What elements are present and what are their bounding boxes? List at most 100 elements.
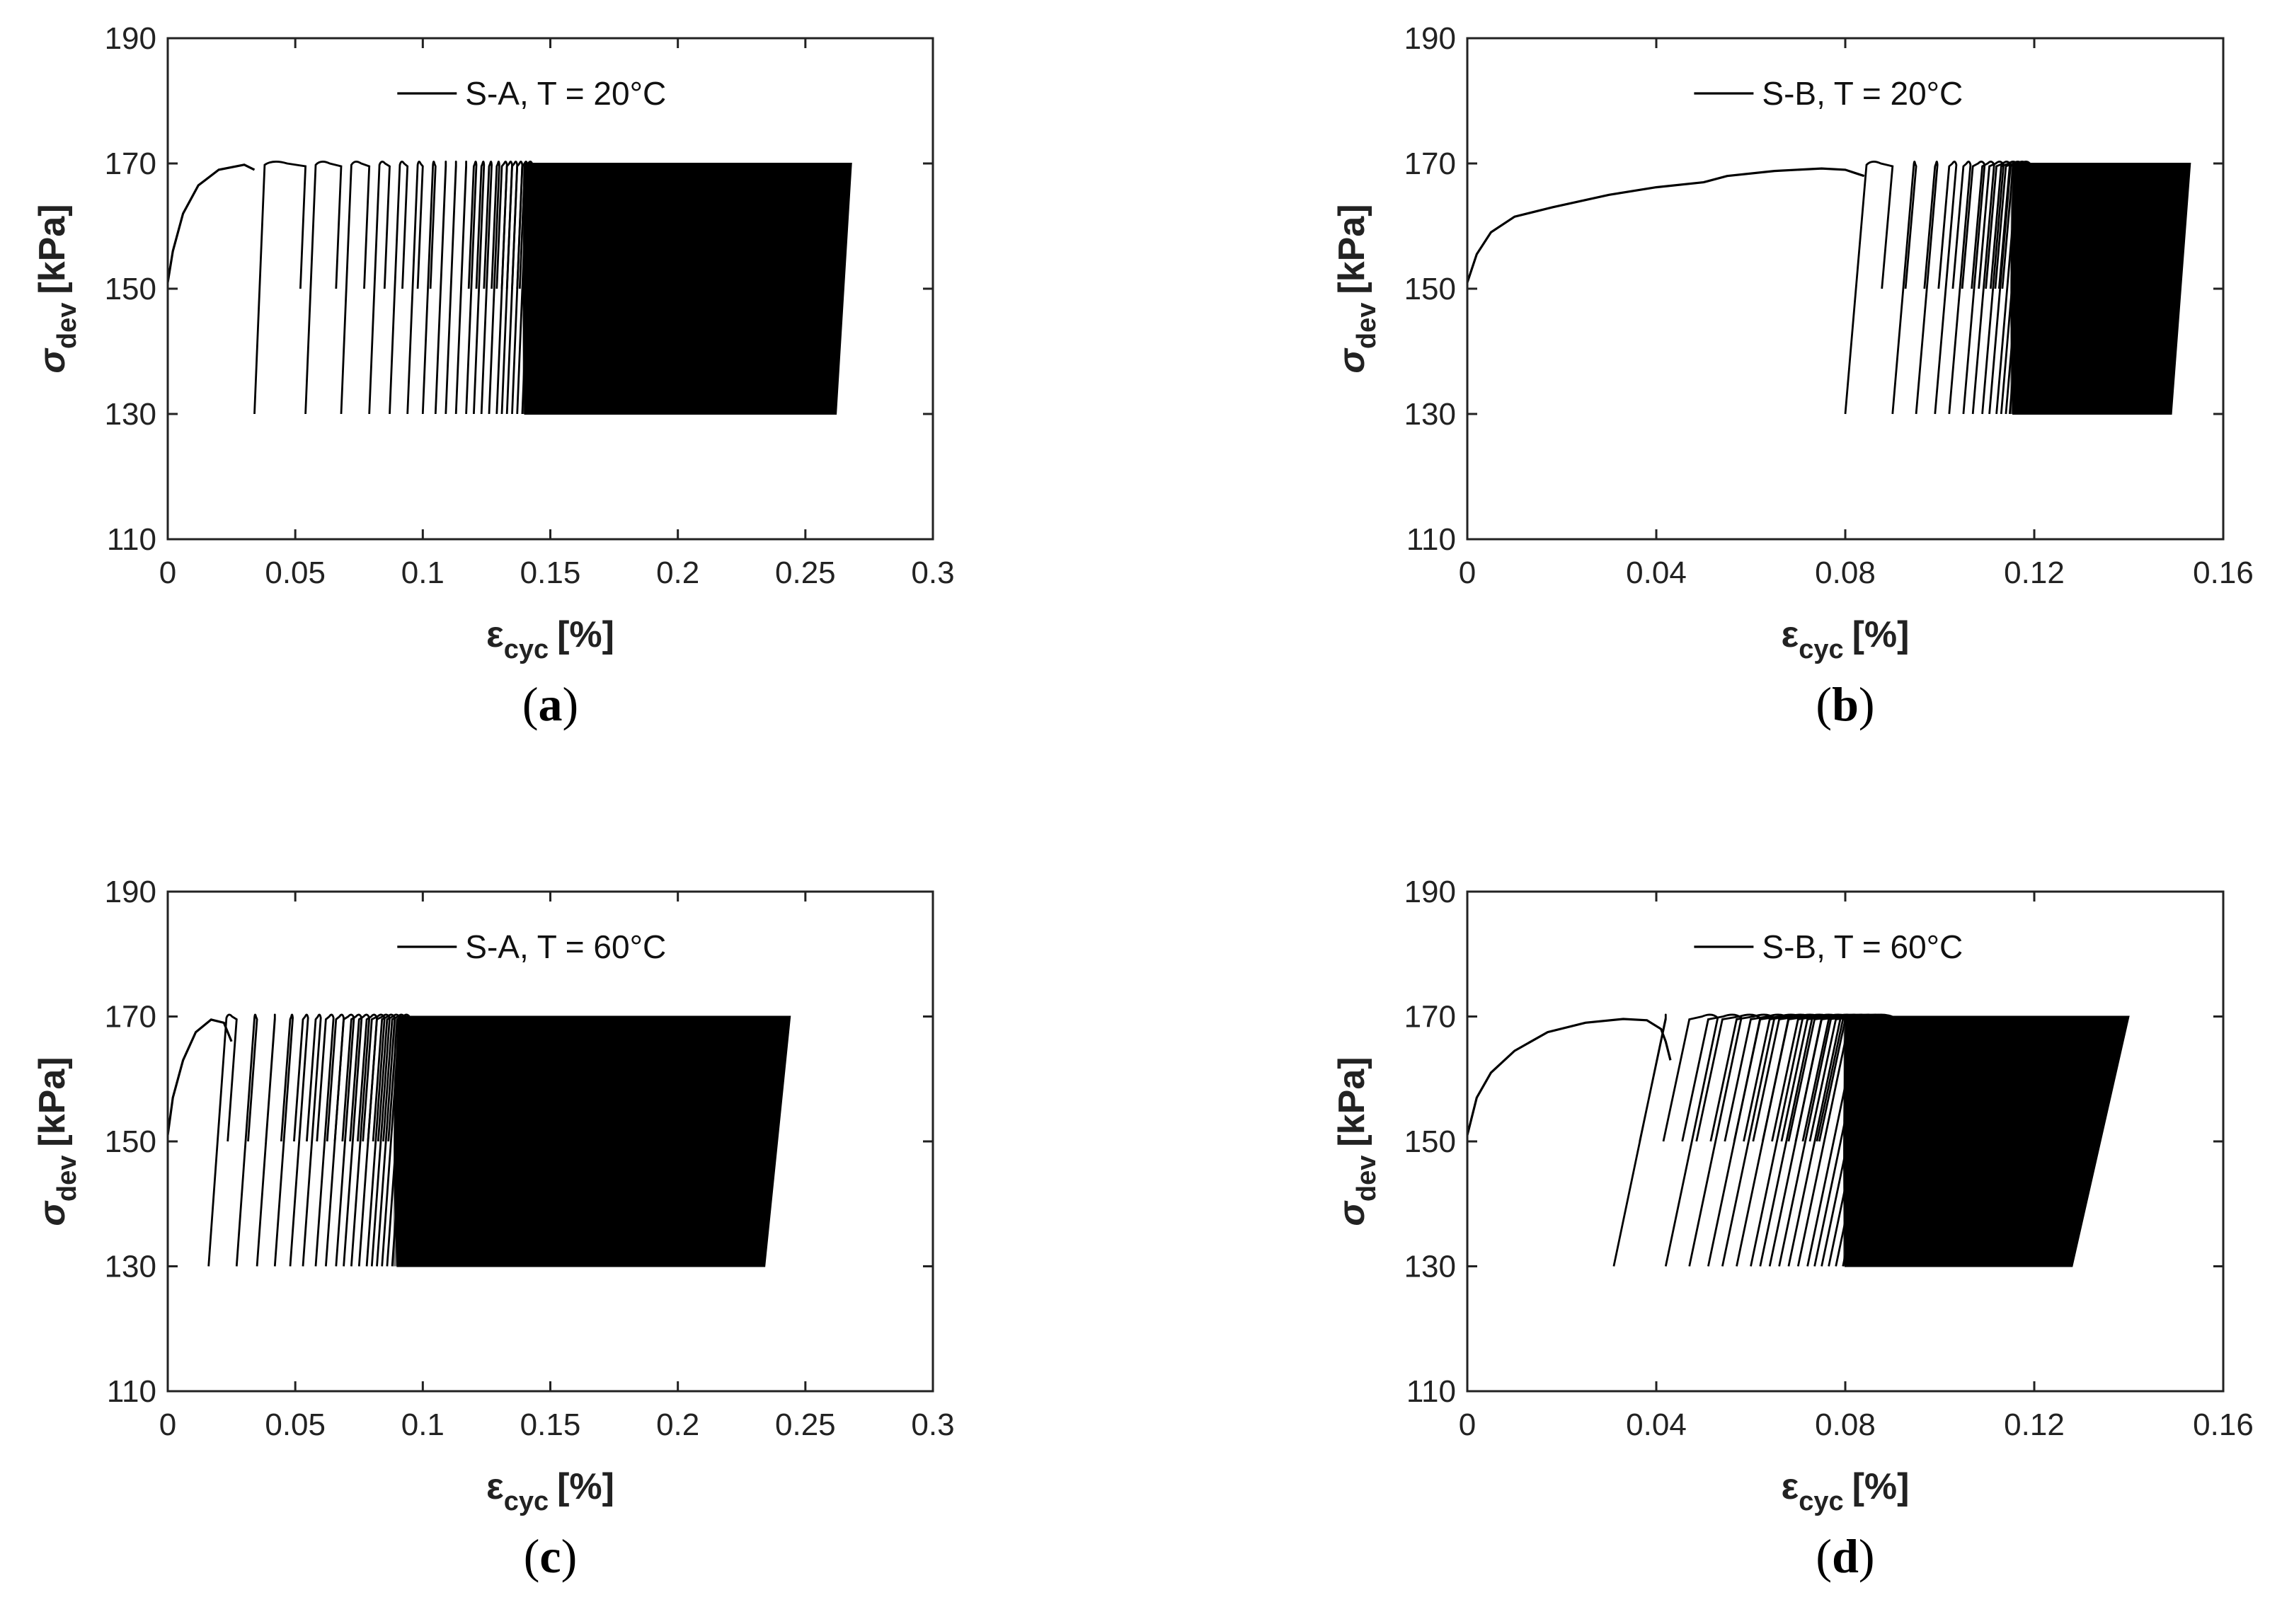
loop-curve — [524, 163, 527, 415]
y-tick-label: 110 — [107, 522, 156, 557]
panel-letter: c — [539, 1529, 561, 1583]
y-axis-symbol: σ — [32, 347, 73, 374]
x-tick-label: 0.12 — [2004, 555, 2065, 590]
loop-curve — [2012, 163, 2014, 415]
loop-curve — [505, 161, 519, 415]
panel-letter: b — [1832, 677, 1859, 731]
y-tick-label: 110 — [107, 1374, 156, 1409]
loop-curve — [368, 161, 391, 415]
loop-curve — [1662, 1013, 1719, 1267]
x-tick-label: 0 — [159, 1407, 176, 1442]
loop-curve — [1709, 1013, 1776, 1267]
y-tick-label: 150 — [105, 1124, 156, 1159]
legend-label: S-B, T = 60°C — [1762, 928, 1963, 965]
x-tick-label: 0.05 — [265, 555, 326, 590]
x-axis-unit: [%] — [1852, 1466, 1910, 1507]
y-tick-label: 130 — [1404, 1250, 1456, 1284]
loop-curve — [495, 161, 508, 415]
x-axis-symbol: ε — [1782, 614, 1799, 655]
x-tick-label: 0.3 — [911, 1407, 954, 1442]
x-axis-unit: [%] — [1852, 614, 1910, 655]
y-axis-unit: [kPa] — [32, 1056, 73, 1146]
loop-curve — [421, 161, 437, 415]
x-tick-label: 0.2 — [656, 555, 699, 590]
y-axis-label: σdev [kPa] — [1331, 1056, 1382, 1226]
loop-curve — [1843, 1016, 1845, 1267]
x-axis-subscript: cyc — [1799, 635, 1843, 664]
loop-curve — [2012, 163, 2014, 415]
x-tick-label: 0.16 — [2193, 555, 2254, 590]
chart-panel-d: 0 0.04 0.08 0.12 0.16 110 130 150 170 190 εcyc [%] σ… — [1331, 875, 2254, 1583]
loop-curve — [1948, 161, 1972, 415]
x-tick-label: 0.16 — [2193, 1407, 2254, 1442]
loop-curve — [522, 163, 524, 415]
loop-curve — [273, 1013, 294, 1267]
y-axis-symbol: σ — [32, 1200, 73, 1226]
panel-label: (a) — [522, 677, 578, 731]
x-axis-label: εcyc [%] — [486, 1466, 614, 1516]
panel-label: (d) — [1816, 1529, 1874, 1583]
initial-loading-curve — [168, 163, 256, 283]
x-axis-label: εcyc [%] — [1782, 614, 1910, 664]
initial-loading-curve — [1467, 167, 1865, 283]
plot-data — [168, 161, 852, 415]
y-axis-unit: [kPa] — [1331, 204, 1372, 294]
loop-curve — [2010, 163, 2012, 415]
legend-label: S-B, T = 20°C — [1762, 75, 1963, 112]
loop-curve — [1845, 1016, 1847, 1267]
y-axis-label: σdev [kPa] — [32, 1056, 82, 1226]
loop-curve — [473, 161, 486, 415]
loop-curve — [1695, 1013, 1762, 1267]
x-axis-symbol: ε — [1782, 1466, 1799, 1507]
x-tick-label: 0.04 — [1626, 555, 1687, 590]
x-tick-label: 0.04 — [1626, 1407, 1687, 1442]
y-axis-label: σdev [kPa] — [1331, 204, 1382, 373]
loop-curve — [235, 1013, 258, 1267]
loop-curve — [524, 163, 526, 415]
dense-loop-region — [1843, 1015, 2130, 1267]
x-tick-label: 0.15 — [520, 555, 581, 590]
initial-loading-curve — [1467, 1018, 1672, 1136]
y-tick-label: 130 — [105, 397, 156, 432]
loop-curve — [524, 163, 525, 415]
loop-curve — [1845, 1016, 1847, 1267]
panel-letter: a — [539, 677, 563, 731]
x-axis-label: εcyc [%] — [486, 614, 614, 664]
loop-curve — [1915, 161, 1939, 415]
x-axis-symbol: ε — [486, 1466, 504, 1507]
y-tick-label: 190 — [105, 875, 156, 909]
loop-curve — [500, 161, 513, 415]
chart-panel-a: 0 0.05 0.1 0.15 0.2 0.25 0.3 110 130 150 170 190 εcy… — [32, 21, 955, 731]
loop-curve — [434, 161, 447, 415]
loop-curve — [314, 1013, 335, 1267]
loop-curve — [389, 161, 409, 415]
x-tick-label: 0.15 — [520, 1407, 581, 1442]
loop-curve — [2012, 163, 2014, 415]
loop-curve — [396, 1016, 399, 1267]
loop-curve — [406, 161, 424, 415]
loop-curve — [525, 163, 527, 415]
loop-curve — [524, 163, 527, 415]
y-tick-label: 170 — [105, 1000, 156, 1035]
x-tick-label: 0 — [1459, 555, 1476, 590]
x-axis-label: εcyc [%] — [1782, 1466, 1910, 1516]
y-tick-label: 150 — [1404, 272, 1456, 306]
loop-curve — [396, 1016, 399, 1267]
y-tick-label: 110 — [1406, 522, 1456, 557]
x-axis-subscript: cyc — [504, 635, 549, 664]
loop-curve — [325, 1013, 345, 1267]
loop-curve — [256, 1013, 276, 1267]
x-tick-label: 0.25 — [775, 1407, 836, 1442]
y-axis-subscript: dev — [52, 303, 82, 349]
loop-curve — [340, 161, 371, 415]
loop-curve — [522, 163, 524, 415]
x-tick-label: 0.1 — [401, 555, 445, 590]
y-tick-label: 170 — [1404, 1000, 1456, 1035]
y-tick-label: 190 — [1404, 21, 1456, 56]
loop-curve — [454, 161, 468, 415]
x-tick-label: 0.2 — [656, 1407, 699, 1442]
panel-label: (c) — [524, 1529, 578, 1583]
loop-curve — [253, 161, 307, 415]
y-tick-label: 150 — [105, 272, 156, 306]
